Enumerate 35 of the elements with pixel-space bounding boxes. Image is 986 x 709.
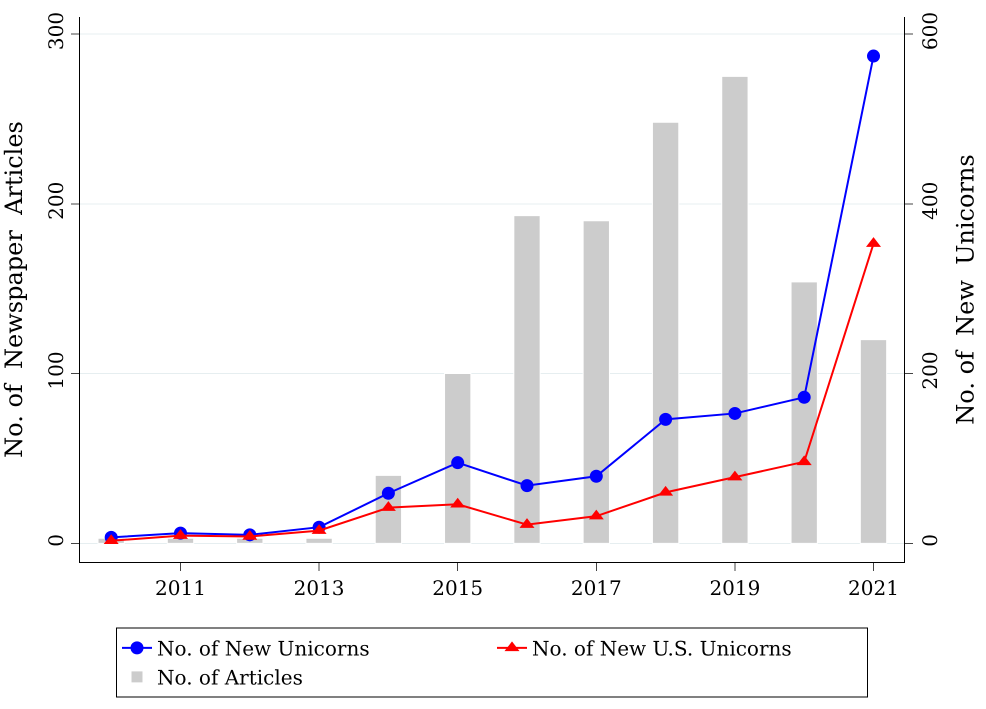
- y-tick-label: 300: [44, 12, 68, 50]
- point: [659, 412, 672, 426]
- point: [451, 456, 464, 470]
- bar: [582, 220, 610, 544]
- x-tick-label: 2021: [848, 576, 899, 600]
- y-tick-label: 200: [44, 182, 68, 220]
- x-tick-label: 2013: [294, 576, 345, 600]
- legend-label: No. of New Unicorns: [157, 636, 370, 661]
- legend-label: No. of New U.S. Unicorns: [532, 636, 792, 661]
- point: [798, 390, 811, 404]
- y-tick-label: 0: [44, 534, 68, 547]
- bar: [444, 373, 472, 544]
- x-tick-label: 2011: [155, 576, 206, 600]
- x-tick-label: 2015: [432, 576, 484, 600]
- bar: [652, 122, 680, 544]
- bar: [721, 76, 749, 544]
- x-tick-label: 2019: [709, 576, 760, 600]
- point: [382, 486, 395, 500]
- legend-label: No. of Articles: [157, 666, 303, 690]
- y2-tick-label: 400: [918, 182, 942, 220]
- x-tick-label: 2017: [570, 576, 622, 600]
- bar: [305, 538, 333, 544]
- bar: [790, 281, 818, 544]
- y-axis-title: No. of Newspaper Articles: [0, 121, 28, 458]
- bar: [860, 339, 888, 544]
- point: [728, 406, 742, 420]
- y2-axis-title: No. of New Unicorns: [951, 154, 980, 425]
- point: [867, 50, 880, 63]
- y2-tick-label: 0: [918, 534, 942, 547]
- y-tick-label: 100: [44, 351, 68, 390]
- point: [590, 470, 603, 483]
- point: [520, 479, 534, 492]
- bar: [513, 215, 541, 544]
- y2-tick-label: 200: [918, 351, 942, 390]
- y2-tick-label: 600: [918, 12, 942, 50]
